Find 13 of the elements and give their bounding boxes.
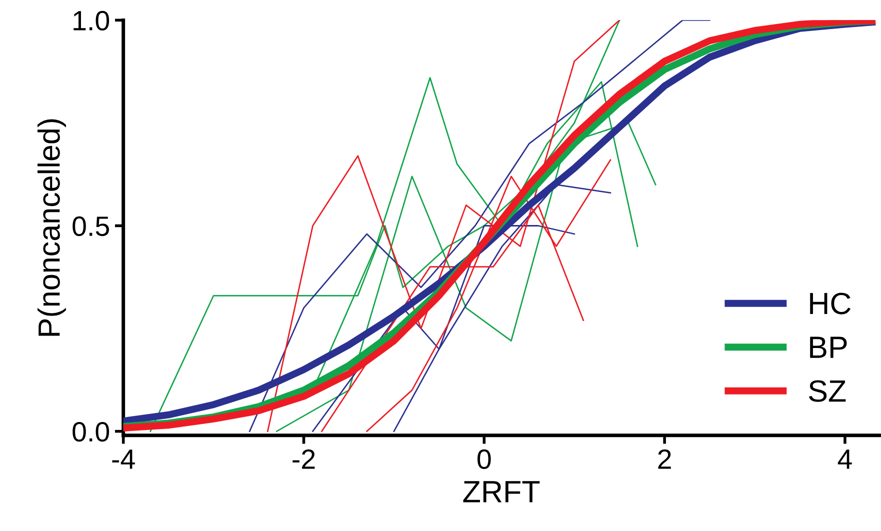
y-axis-title: P(noncancelled)	[37, 119, 66, 336]
x-tick-label: 0	[478, 449, 491, 470]
x-tick-label: 4	[838, 450, 852, 469]
x-axis-title: ZRFT	[463, 481, 540, 502]
legend-label: HC	[810, 292, 851, 314]
legend-label: SZ	[808, 380, 846, 402]
y-tick-label: 0.0	[72, 422, 110, 442]
legend-label: BP	[810, 336, 847, 358]
y-tick-label: 0.5	[72, 216, 109, 236]
x-tick-label: -2	[292, 449, 315, 469]
y-tick-label: 1.0	[74, 10, 110, 31]
x-tick-label: -4	[112, 450, 135, 469]
x-tick-label: 2	[658, 449, 671, 469]
